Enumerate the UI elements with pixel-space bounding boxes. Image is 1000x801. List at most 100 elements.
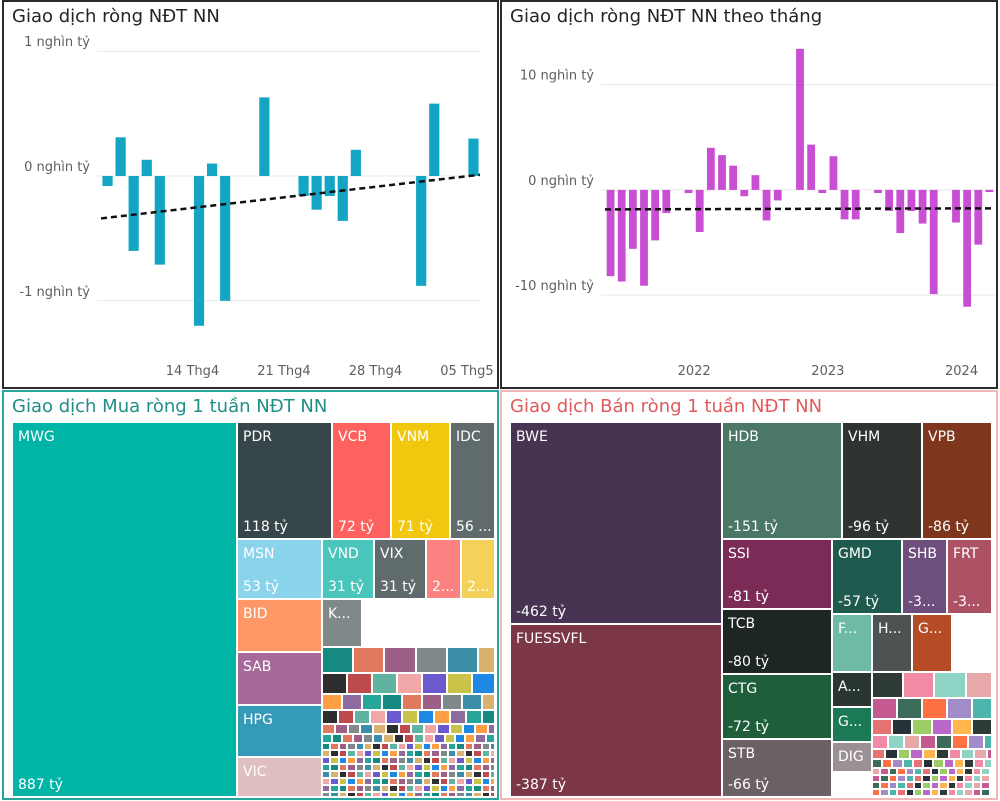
treemap-small-tile[interactable] (490, 756, 495, 764)
treemap-small-tile[interactable] (471, 673, 495, 694)
treemap-small-tile[interactable] (444, 734, 455, 743)
treemap-small-tile[interactable] (974, 748, 987, 760)
treemap-small-tile[interactable] (903, 735, 920, 749)
treemap-small-tile[interactable] (984, 759, 992, 768)
treemap-small-tile[interactable] (490, 791, 495, 797)
treemap-small-tile[interactable] (322, 770, 331, 778)
treemap-small-tile[interactable] (964, 774, 973, 782)
bar[interactable] (807, 144, 816, 190)
treemap-small-tile[interactable] (347, 742, 356, 750)
treemap-small-tile[interactable] (872, 788, 881, 796)
treemap-small-tile[interactable] (406, 784, 415, 792)
treemap-tile[interactable]: GMD -57 tỷ (832, 539, 902, 614)
treemap-small-tile[interactable] (439, 770, 448, 778)
treemap-small-tile[interactable] (461, 693, 482, 711)
treemap-small-tile[interactable] (446, 673, 472, 694)
treemap-small-tile[interactable] (342, 734, 353, 743)
treemap-tile[interactable]: BWE -462 tỷ (510, 422, 722, 624)
treemap-small-tile[interactable] (448, 763, 457, 771)
treemap-tile[interactable]: FUESSVFL -387 tỷ (510, 624, 722, 797)
treemap-small-tile[interactable] (473, 770, 482, 778)
treemap-small-tile[interactable] (905, 774, 914, 782)
treemap-small-tile[interactable] (422, 770, 432, 778)
treemap-small-tile[interactable] (465, 734, 476, 743)
bar[interactable] (963, 189, 972, 307)
treemap-small-tile[interactable] (923, 748, 936, 760)
treemap-small-tile[interactable] (887, 735, 904, 749)
treemap-small-tile[interactable] (456, 749, 465, 757)
treemap-tile[interactable]: IDC 56 ... (450, 422, 495, 539)
treemap-small-tile[interactable] (338, 756, 348, 764)
bar[interactable] (141, 159, 152, 176)
treemap-small-tile[interactable] (921, 698, 947, 719)
bar[interactable] (606, 189, 615, 277)
bar[interactable] (740, 189, 749, 197)
treemap-small-tile[interactable] (935, 735, 952, 749)
treemap-small-tile[interactable] (947, 774, 956, 782)
treemap-small-tile[interactable] (897, 774, 906, 782)
treemap-small-tile[interactable] (330, 791, 339, 797)
treemap-small-tile[interactable] (330, 742, 339, 750)
treemap-small-tile[interactable] (947, 788, 956, 796)
treemap-small-tile[interactable] (355, 777, 364, 785)
bar[interactable] (718, 155, 726, 190)
treemap-small-tile[interactable] (372, 749, 381, 757)
treemap-small-tile[interactable] (972, 774, 982, 782)
treemap-small-tile[interactable] (449, 723, 463, 735)
treemap-small-tile[interactable] (380, 756, 390, 764)
treemap-small-tile[interactable] (922, 767, 931, 775)
treemap-small-tile[interactable] (322, 784, 331, 792)
treemap-small-tile[interactable] (896, 698, 922, 719)
treemap-small-tile[interactable] (414, 791, 423, 797)
treemap-small-tile[interactable] (322, 756, 331, 764)
bar[interactable] (651, 189, 660, 241)
treemap-small-tile[interactable] (473, 742, 482, 750)
treemap-small-tile[interactable] (322, 710, 338, 724)
treemap-small-tile[interactable] (334, 723, 348, 735)
treemap-small-tile[interactable] (431, 742, 440, 750)
treemap-small-tile[interactable] (369, 710, 386, 724)
treemap-small-tile[interactable] (372, 742, 381, 750)
bar[interactable] (929, 189, 938, 295)
treemap-small-tile[interactable] (322, 673, 347, 694)
treemap-small-tile[interactable] (347, 749, 356, 757)
treemap-small-tile[interactable] (989, 774, 992, 782)
treemap-small-tile[interactable] (872, 748, 885, 760)
treemap-small-tile[interactable] (364, 777, 373, 785)
treemap-small-tile[interactable] (424, 734, 435, 743)
treemap-small-tile[interactable] (475, 723, 489, 735)
treemap-small-tile[interactable] (338, 763, 348, 771)
treemap-small-tile[interactable] (414, 749, 423, 757)
bar[interactable] (102, 176, 113, 186)
treemap-tile[interactable]: VCB 72 tỷ (332, 422, 391, 539)
treemap-small-tile[interactable] (456, 784, 465, 792)
treemap-small-tile[interactable] (951, 735, 968, 749)
treemap-small-tile[interactable] (481, 777, 490, 785)
bar[interactable] (154, 176, 165, 265)
treemap-small-tile[interactable] (456, 756, 465, 764)
treemap-tile[interactable]: SHB -3... (902, 539, 947, 614)
treemap-small-tile[interactable] (872, 781, 881, 789)
treemap-tile[interactable]: K... (322, 599, 362, 647)
treemap-small-tile[interactable] (981, 767, 990, 775)
treemap-small-tile[interactable] (322, 647, 354, 673)
treemap-small-tile[interactable] (882, 759, 893, 768)
treemap-small-tile[interactable] (347, 763, 356, 771)
treemap-small-tile[interactable] (964, 759, 975, 768)
treemap-small-tile[interactable] (330, 784, 339, 792)
treemap-small-tile[interactable] (481, 763, 490, 771)
treemap-small-tile[interactable] (972, 781, 982, 789)
treemap-small-tile[interactable] (449, 710, 466, 724)
treemap-small-tile[interactable] (897, 767, 906, 775)
treemap-small-tile[interactable] (872, 767, 881, 775)
treemap-small-tile[interactable] (922, 788, 931, 796)
treemap-small-tile[interactable] (431, 777, 440, 785)
treemap-small-tile[interactable] (490, 749, 495, 757)
treemap-tile[interactable]: MWG 887 tỷ (12, 422, 237, 797)
treemap-small-tile[interactable] (441, 693, 462, 711)
bar[interactable] (885, 189, 894, 211)
treemap-small-tile[interactable] (355, 770, 364, 778)
treemap-small-tile[interactable] (439, 756, 448, 764)
treemap-tile[interactable]: TCB -80 tỷ (722, 609, 832, 674)
treemap-small-tile[interactable] (372, 770, 381, 778)
